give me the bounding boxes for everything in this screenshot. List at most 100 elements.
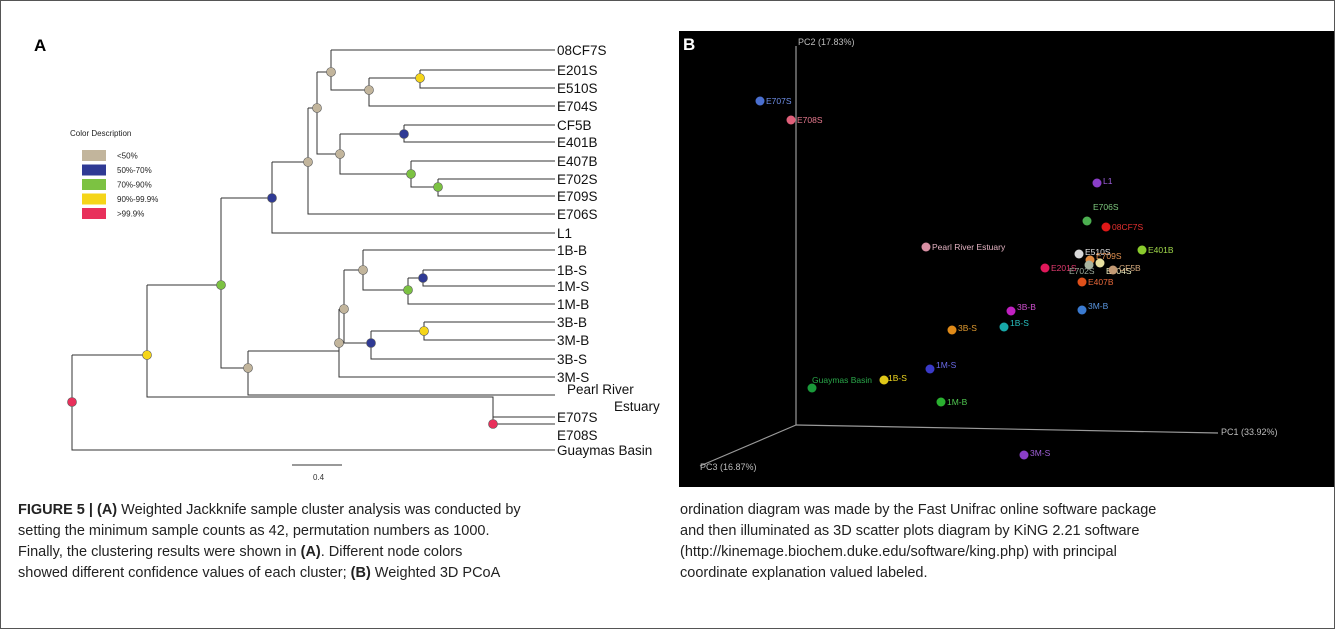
pcoa-point	[1077, 277, 1087, 287]
node	[267, 193, 277, 203]
pcoa-point-label: E702S	[1069, 266, 1095, 276]
leaf-label: E707S	[557, 410, 598, 425]
branch	[407, 278, 555, 305]
pcoa-point	[1019, 450, 1029, 460]
pcoa-point-label: CF5B	[1119, 263, 1141, 273]
pcoa-point	[879, 375, 889, 385]
branch	[307, 108, 555, 215]
legend-label: 50%-70%	[117, 166, 152, 175]
node	[399, 129, 409, 139]
leaf-label: E201S	[557, 63, 598, 78]
pcoa-point	[1092, 178, 1102, 188]
pc3-axis	[699, 424, 797, 467]
caption-left: FIGURE 5 | (A) Weighted Jackknife sample…	[18, 500, 668, 584]
panel-b-background	[679, 31, 1334, 487]
branch	[370, 331, 555, 360]
tree-nodes	[67, 67, 498, 429]
pcoa-point-label: E709S	[1096, 251, 1122, 261]
pcoa-point-label: Guaymas Basin	[812, 375, 872, 385]
pc1-axis-label: PC1 (33.92%)	[1221, 427, 1278, 437]
pc3-axis-label: PC3 (16.87%)	[700, 462, 757, 472]
leaf-label: E510S	[557, 81, 598, 96]
caption-text: showed different confidence values of ea…	[18, 565, 351, 581]
node	[366, 338, 376, 348]
pcoa-point-label: E510S	[1085, 247, 1111, 257]
branch	[146, 285, 555, 425]
pcoa-point	[936, 397, 946, 407]
caption-line: Finally, the clustering results were sho…	[18, 542, 668, 563]
legend-label: 90%-99.9%	[117, 195, 158, 204]
branch	[247, 351, 555, 396]
caption-bold: (A)	[300, 544, 321, 560]
panel-a-letter: A	[34, 36, 46, 55]
caption-bold: (B)	[350, 565, 371, 581]
pcoa-point-label: 3M-S	[1030, 448, 1051, 458]
node	[142, 350, 152, 360]
pcoa-point	[1006, 306, 1016, 316]
branch	[338, 309, 555, 378]
branch	[410, 161, 438, 188]
branch	[330, 50, 369, 91]
pcoa-point	[999, 322, 1009, 332]
pcoa-point	[925, 364, 935, 374]
pcoa-point	[947, 325, 957, 335]
leaf-label: 3M-B	[557, 333, 589, 348]
node	[418, 273, 428, 283]
leaf-label: 1M-S	[557, 279, 589, 294]
pcoa-point-label: L1	[1103, 176, 1113, 186]
caption-line: ordination diagram was made by the Fast …	[680, 502, 1157, 518]
legend-label: <50%	[117, 152, 138, 161]
pcoa-point-label: 3M-B	[1088, 301, 1109, 311]
pc2-axis-label: PC2 (17.83%)	[798, 37, 855, 47]
node	[216, 280, 226, 290]
branch	[316, 72, 340, 155]
branch	[403, 124, 555, 143]
legend: Color Description <50% 50%-70% 70%-90% 90%-…	[70, 129, 158, 219]
branch	[343, 270, 371, 344]
pc1-axis	[795, 424, 1219, 434]
pcoa-point-label: 08CF7S	[1112, 222, 1144, 232]
branch	[423, 321, 555, 341]
caption-text: Finally, the clustering results were sho…	[18, 544, 301, 560]
legend-title: Color Description	[70, 129, 131, 138]
pcoa-point-label: 3B-S	[958, 323, 977, 333]
leaf-label: E702S	[557, 172, 598, 187]
leaf-label: L1	[557, 226, 572, 241]
caption-text: setting the minimum sample counts as 42,…	[18, 523, 490, 539]
legend-swatch	[82, 179, 106, 190]
node	[419, 326, 429, 336]
pcoa-point	[1074, 249, 1084, 259]
node	[488, 419, 498, 429]
pcoa-point-label: 1B-S	[1010, 318, 1029, 328]
pcoa-point	[807, 383, 817, 393]
panel-b: B PC2 (17.83%) PC1 (33.92%) PC3 (16.87%)…	[679, 31, 1334, 487]
legend-swatch	[82, 208, 106, 219]
caption-text: . Different node colors	[320, 544, 463, 560]
pcoa-point	[1137, 245, 1147, 255]
node	[243, 363, 253, 373]
leaf-label: 1B-B	[557, 243, 587, 258]
pcoa-point-label: Pearl River Estuary	[932, 242, 1006, 252]
leaf-label: 1M-B	[557, 297, 589, 312]
panel-a: A Color Description <50% 50%-70% 70%-90% 90…	[34, 36, 660, 482]
node	[433, 182, 443, 192]
caption-bold: FIGURE 5 | (A)	[18, 502, 118, 518]
branch	[271, 162, 555, 234]
caption-line: coordinate explanation valued labeled.	[680, 565, 928, 581]
node	[339, 304, 349, 314]
branch	[362, 250, 408, 291]
branch-root	[71, 355, 555, 451]
legend-label: >99.9%	[117, 210, 144, 219]
leaf-label: E708S	[557, 428, 598, 443]
caption-right: ordination diagram was made by the Fast …	[680, 500, 1330, 584]
legend-swatch	[82, 150, 106, 161]
leaf-labels: 08CF7S E201S E510S E704S CF5B E401B E407…	[557, 43, 660, 458]
leaf-label: Guaymas Basin	[557, 443, 652, 458]
node	[335, 149, 345, 159]
panel-b-letter: B	[683, 35, 695, 54]
branch	[220, 198, 248, 369]
scale-bar: 0.4	[292, 464, 342, 482]
caption-line: showed different confidence values of ea…	[18, 563, 668, 584]
leaf-label: E709S	[557, 189, 598, 204]
